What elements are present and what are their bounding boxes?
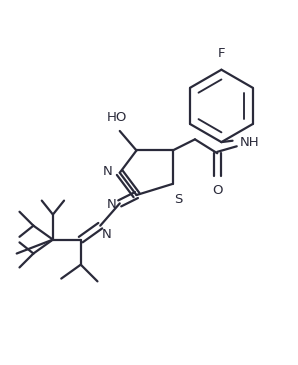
Text: O: O — [212, 184, 223, 197]
Text: N: N — [103, 165, 113, 178]
Text: N: N — [107, 198, 117, 211]
Text: NH: NH — [240, 136, 259, 149]
Text: S: S — [174, 193, 182, 206]
Text: N: N — [102, 228, 111, 242]
Text: F: F — [218, 47, 225, 60]
Text: HO: HO — [107, 111, 127, 124]
